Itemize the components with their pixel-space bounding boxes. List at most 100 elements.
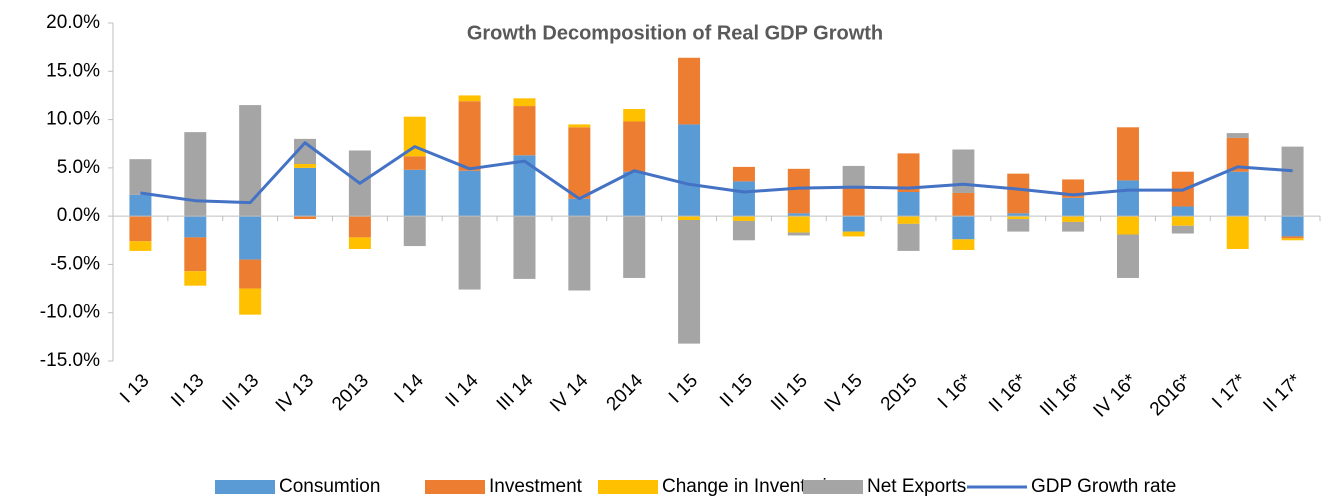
bar <box>1171 206 1194 217</box>
x-tick-label: I 14 <box>391 370 429 408</box>
bar <box>787 216 810 233</box>
bar <box>513 98 536 107</box>
y-tick-label: -10.0% <box>40 302 100 323</box>
line <box>140 141 1293 205</box>
bar <box>678 220 701 344</box>
x-tick-label: I 17* <box>1208 370 1251 413</box>
bar <box>1062 197 1085 217</box>
bar <box>184 271 207 286</box>
bar <box>1007 216 1030 220</box>
bar <box>184 132 207 217</box>
bar <box>239 216 262 260</box>
bar <box>1062 221 1085 232</box>
bar <box>952 149 975 193</box>
y-tick-label: 15.0% <box>46 60 100 81</box>
bar <box>239 288 262 315</box>
bar <box>348 237 371 249</box>
bar <box>1007 219 1030 232</box>
x-tick-label: I 16* <box>934 370 977 413</box>
bar <box>842 187 865 217</box>
bar <box>1281 238 1304 241</box>
x-tick-label: III 16* <box>1036 370 1086 420</box>
y-tick-label: 10.0% <box>46 109 100 130</box>
x-tick-label: II 15 <box>716 370 757 411</box>
bar <box>513 106 536 156</box>
bar <box>239 259 262 289</box>
bar <box>842 216 865 232</box>
chart-title: Growth Decomposition of Real GDP Growth <box>467 22 883 44</box>
legend-label: Consumtion <box>279 476 380 497</box>
x-tick-label: IV 13 <box>272 370 318 416</box>
bar <box>732 166 755 182</box>
bar <box>513 155 536 217</box>
y-tick-label: 20.0% <box>46 12 100 33</box>
bar <box>129 159 152 195</box>
bar <box>678 124 701 217</box>
bar <box>787 213 810 217</box>
bar <box>458 170 481 217</box>
legend-label: Investment <box>489 476 583 497</box>
x-tick-label: II 17* <box>1259 370 1306 417</box>
bar <box>732 220 755 241</box>
bar <box>348 216 371 238</box>
x-tick-label: III 13 <box>219 370 264 415</box>
y-tick-label: -5.0% <box>50 253 100 274</box>
bar <box>842 165 865 188</box>
x-tick-label: 2014 <box>603 370 648 415</box>
bar <box>513 216 536 279</box>
x-tick-label: I 15 <box>665 370 702 407</box>
x-tick-label: II 16* <box>985 370 1032 417</box>
bar <box>1116 180 1139 217</box>
bar <box>568 198 591 217</box>
bar <box>623 171 646 217</box>
legend-swatch <box>803 480 863 494</box>
bar <box>1281 216 1304 237</box>
bar <box>294 163 317 168</box>
bar <box>129 194 152 217</box>
bar <box>732 216 755 221</box>
bar <box>129 216 152 242</box>
bar <box>239 105 262 217</box>
bar <box>403 116 426 157</box>
legend-swatch <box>598 480 658 494</box>
bar <box>1007 213 1030 217</box>
bar <box>897 216 920 224</box>
bar <box>1226 133 1249 138</box>
bar <box>623 216 646 278</box>
bar <box>458 216 481 290</box>
bar <box>403 169 426 217</box>
bar <box>1116 234 1139 278</box>
bar <box>787 232 810 236</box>
bar <box>678 57 701 125</box>
bar <box>678 216 701 221</box>
bar <box>1226 171 1249 217</box>
y-tick-label: -15.0% <box>40 350 100 371</box>
bar <box>1281 236 1304 239</box>
bar <box>184 216 207 238</box>
x-tick-label: 2016* <box>1146 370 1196 420</box>
x-tick-label: 2015 <box>877 370 922 415</box>
y-tick-label: 0.0% <box>57 205 100 226</box>
bar <box>787 168 810 214</box>
x-tick-label: III 15 <box>767 370 812 415</box>
bar <box>1171 225 1194 234</box>
bar <box>1116 216 1139 235</box>
bar <box>732 181 755 217</box>
bar <box>403 156 426 170</box>
bar <box>952 239 975 250</box>
legend-label: Change in Inventories <box>662 476 847 497</box>
bar <box>458 95 481 102</box>
bar <box>568 216 591 291</box>
y-tick-label: 5.0% <box>57 157 100 178</box>
x-tick-label: IV 14 <box>546 370 593 417</box>
x-tick-label: IV 15 <box>821 370 867 416</box>
bar <box>1062 216 1085 222</box>
legend-label: Net Exports <box>867 476 966 497</box>
x-tick-label: II 14 <box>442 370 483 411</box>
x-tick-label: IV 16* <box>1090 370 1142 422</box>
x-tick-label: II 13 <box>167 370 208 411</box>
bar <box>184 237 207 272</box>
bar <box>897 153 920 192</box>
x-tick-label: III 14 <box>493 370 538 415</box>
